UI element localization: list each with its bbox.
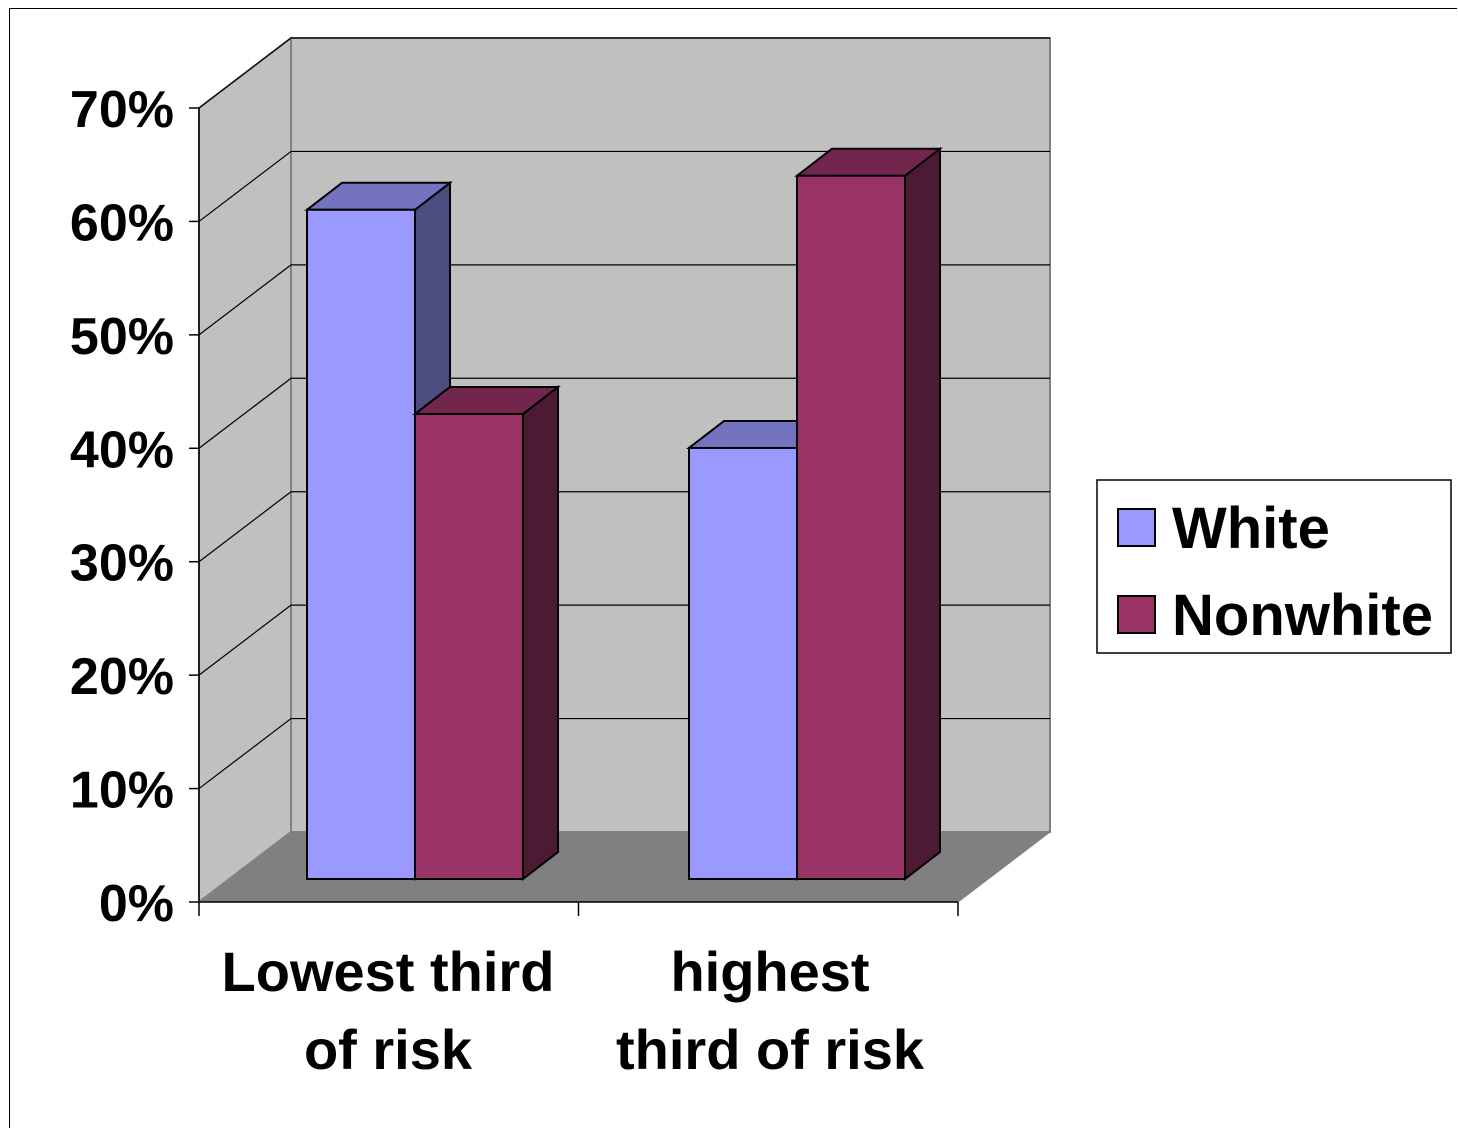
y-tick-labels: 0% 10% 20% 30% 40% 50% 60% 70% <box>70 81 174 933</box>
axes <box>189 107 959 916</box>
y-tick-label: 30% <box>70 535 174 593</box>
bar-front <box>414 412 524 880</box>
gridline-side <box>198 491 292 563</box>
gridline-side <box>198 604 292 676</box>
gridline-side <box>198 718 292 790</box>
category-label-2-line-2: third of risk <box>616 1018 925 1081</box>
category-label-2-line-1: highest <box>670 940 869 1003</box>
gridline-side <box>198 264 292 336</box>
gridline-side <box>198 150 292 222</box>
bar-front <box>796 174 906 880</box>
bar-front <box>688 446 798 880</box>
y-tick-label: 70% <box>70 81 174 139</box>
legend-label-nonwhite: Nonwhite <box>1172 583 1433 648</box>
y-tick-label: 60% <box>70 194 174 252</box>
bar-side <box>904 146 941 882</box>
legend-label-white: White <box>1172 496 1330 561</box>
y-tick-label: 0% <box>99 875 174 933</box>
legend-swatch-white <box>1117 508 1156 547</box>
y-tick-label: 20% <box>70 648 174 706</box>
category-label-1-line-2: of risk <box>304 1018 473 1081</box>
y-tick-label: 10% <box>70 762 174 820</box>
legend-swatch-nonwhite <box>1117 595 1156 634</box>
bar-side <box>522 384 559 882</box>
gridline-side <box>198 377 292 449</box>
y-tick-label: 40% <box>70 421 174 479</box>
category-labels: Lowest third of risk highest third of risk <box>222 940 925 1081</box>
bar-front <box>306 208 416 880</box>
gridline-side <box>198 37 292 109</box>
legend: White Nonwhite <box>1096 479 1452 654</box>
y-tick-label: 50% <box>70 308 174 366</box>
bar-nonwhite-2 <box>794 146 943 882</box>
side-wall <box>198 35 292 905</box>
category-label-1-line-1: Lowest third <box>222 940 555 1003</box>
bars <box>304 146 943 882</box>
chart-frame <box>9 8 1457 1128</box>
bar-nonwhite-1 <box>412 384 561 882</box>
